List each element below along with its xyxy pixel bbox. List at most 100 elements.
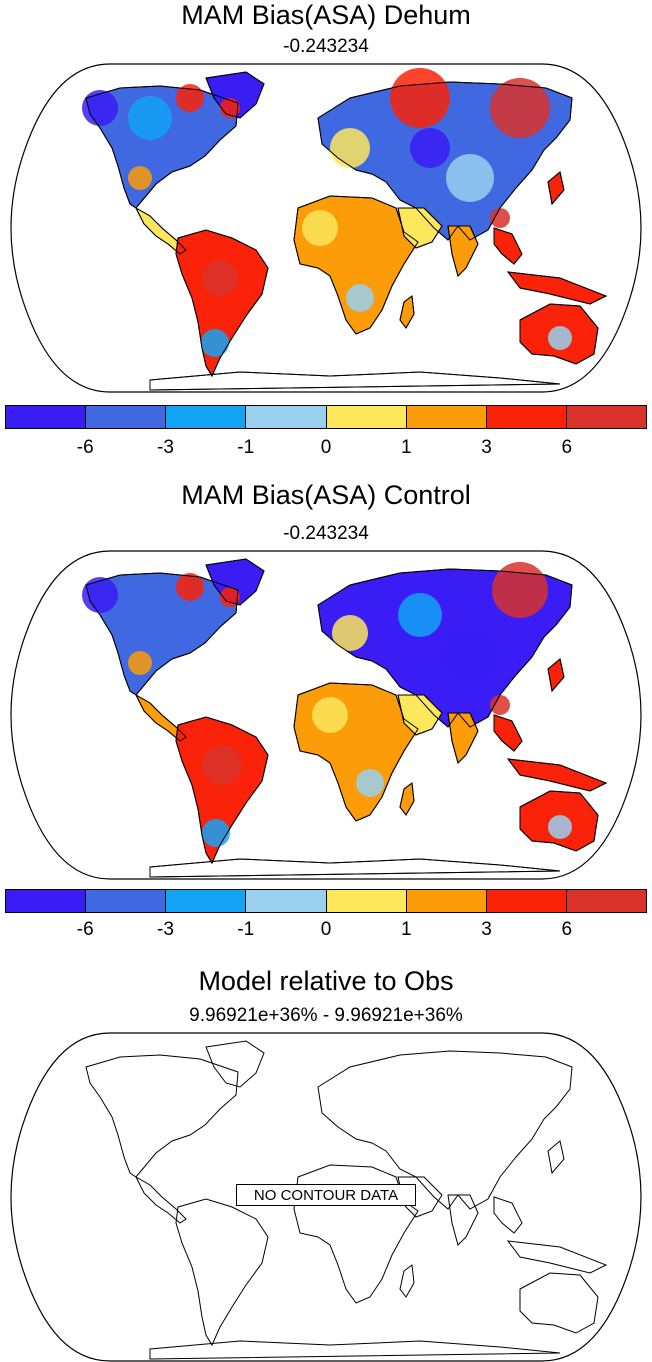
colorbar-tick-label: 3 xyxy=(481,919,492,940)
map-coastline xyxy=(397,207,443,249)
map-coastline xyxy=(149,858,561,878)
map-land-australia xyxy=(519,1272,599,1334)
colorbar-swatch xyxy=(6,890,87,912)
colorbar-tick-label: 6 xyxy=(561,437,573,458)
map-land-indonesia xyxy=(506,1240,608,1274)
map-coastline xyxy=(519,790,599,852)
map-boundary xyxy=(10,550,642,880)
map-bias-patch xyxy=(548,815,572,839)
panel3-subtitle: 9.96921e+36% - 9.96921e+36% xyxy=(189,1005,463,1026)
map-bias-patch xyxy=(220,587,240,607)
map-land-africa xyxy=(293,1164,419,1304)
colorbar-swatch xyxy=(86,890,167,912)
map-land-northAmerica xyxy=(85,1054,239,1178)
map-coastline xyxy=(175,716,269,865)
colorbar-tick-label: -1 xyxy=(237,437,255,458)
map-bias-patch xyxy=(410,128,450,168)
map-coastline xyxy=(447,712,479,764)
map-bias-patch xyxy=(302,210,338,246)
colorbar-swatch xyxy=(486,406,567,428)
map-coastline xyxy=(205,71,265,119)
map-coastline xyxy=(519,303,599,365)
map-bias-patch xyxy=(201,329,229,357)
map-coastline xyxy=(317,568,573,728)
map-coastline xyxy=(175,229,269,378)
panel2-title: MAM Bias(ASA) Control xyxy=(181,480,471,510)
panel1-colorbar xyxy=(5,405,647,429)
map-coastline xyxy=(317,81,573,241)
map-land-centralAmerica xyxy=(134,1175,187,1224)
map-coastline xyxy=(397,694,443,736)
map-coastline xyxy=(399,782,415,816)
map-bias-patch xyxy=(82,90,118,126)
map-boundary xyxy=(10,1032,642,1362)
map-bias-patch xyxy=(490,208,510,228)
colorbar-swatch xyxy=(246,890,327,912)
map-bias-patch xyxy=(202,260,238,296)
colorbar-tick-label: -6 xyxy=(76,437,94,458)
colorbar-tick-label: 3 xyxy=(481,437,492,458)
panel3-title: Model relative to Obs xyxy=(198,966,454,996)
colorbar-swatch xyxy=(166,890,247,912)
map-bias-patch xyxy=(398,593,442,637)
colorbar-swatch xyxy=(246,406,327,428)
map-bias-patch xyxy=(356,769,384,797)
map-coastline xyxy=(447,225,479,277)
colorbar-tick-label: -3 xyxy=(157,919,174,940)
colorbar-swatch xyxy=(406,890,487,912)
map-bias-patch xyxy=(490,78,550,138)
map-coastline xyxy=(547,658,565,693)
map-coastline xyxy=(85,85,239,209)
map-bias-field xyxy=(82,68,572,357)
map-land-newZealand xyxy=(615,1322,627,1347)
colorbar-swatch xyxy=(566,406,646,428)
map-bias-patch xyxy=(548,326,572,350)
map-bias-patch xyxy=(128,166,152,190)
map-coastline xyxy=(134,206,187,255)
panel1-subtitle: -0.243234 xyxy=(283,36,369,57)
map-land-europeAsia xyxy=(317,1050,573,1210)
map-coastline xyxy=(493,714,523,752)
map-coastline xyxy=(149,371,561,391)
map-coastline xyxy=(547,171,565,206)
map-bias-patch xyxy=(446,154,494,202)
panel2-colorbar xyxy=(5,889,647,913)
panel2-subtitle: -0.243234 xyxy=(283,523,369,544)
map-boundary xyxy=(10,63,642,393)
map-land-newZealand xyxy=(615,840,627,865)
map-coastline xyxy=(205,558,265,606)
colorbar-swatch xyxy=(566,890,646,912)
map-bias-patch xyxy=(176,573,204,601)
colorbar-tick-label: -6 xyxy=(76,919,94,940)
colorbar-swatch xyxy=(86,406,167,428)
panel2-map xyxy=(10,550,642,880)
colorbar-tick-label: -3 xyxy=(157,437,174,458)
map-bias-patch xyxy=(140,585,180,625)
map-coastline xyxy=(293,195,419,335)
map-bias-patch xyxy=(82,577,118,613)
map-bias-patch xyxy=(332,615,368,651)
panel1-title: MAM Bias(ASA) Dehum xyxy=(181,0,471,30)
map-land-southAmerica xyxy=(175,1198,269,1347)
map-coastline xyxy=(506,271,608,305)
map-land-madagascar xyxy=(399,1264,415,1298)
map-bias-patch xyxy=(312,697,348,733)
map-bias-patch xyxy=(202,745,242,785)
map-coastline xyxy=(615,353,627,378)
map-bias-patch xyxy=(128,96,172,140)
map-land-antarctica xyxy=(149,1340,561,1360)
colorbar-swatch xyxy=(166,406,247,428)
panel2-colorbar-labels: -6 -3 -1 0 1 3 6 xyxy=(0,919,652,943)
panel1-colorbar-labels: -6 -3 -1 0 1 3 6 xyxy=(0,437,652,461)
colorbar-tick-label: 0 xyxy=(320,919,332,940)
panel1-map xyxy=(10,63,642,393)
colorbar-tick-label: 1 xyxy=(400,437,412,458)
colorbar-tick-label: 1 xyxy=(400,919,412,940)
map-bias-field xyxy=(82,562,572,847)
colorbar-tick-label: 0 xyxy=(320,437,332,458)
map-bias-patch xyxy=(440,625,500,685)
map-bias-patch xyxy=(128,651,152,675)
map-bias-patch xyxy=(390,68,450,128)
map-bias-patch xyxy=(492,562,548,618)
map-bias-patch xyxy=(330,128,370,168)
